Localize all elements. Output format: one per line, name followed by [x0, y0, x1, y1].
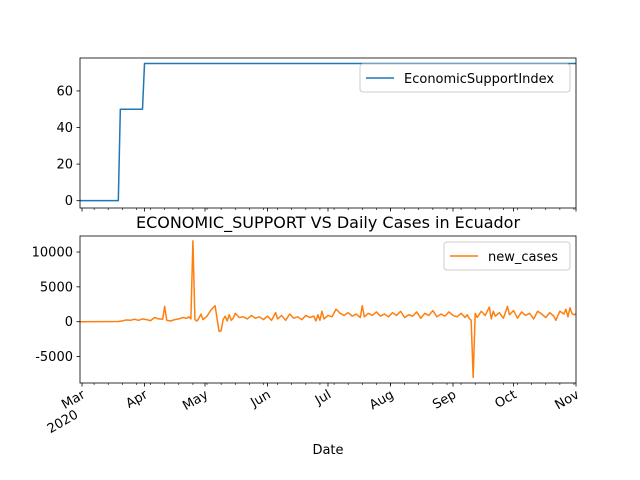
bottom-y-tick-label: 0 — [65, 315, 73, 330]
bottom-legend-label: new_cases — [488, 250, 558, 265]
top-y-tick-label: 40 — [56, 121, 73, 136]
top-y-tick-label: 0 — [65, 194, 73, 209]
bottom-y-tick-label: 5000 — [40, 280, 73, 295]
top-y-tick-label: 60 — [56, 84, 73, 99]
top-panel: 0 20 40 60 EconomicSupportIndex — [56, 57, 577, 212]
bottom-y-tick-label: 10000 — [32, 246, 73, 261]
top-legend-box — [359, 63, 571, 93]
bottom-legend: new_cases — [443, 241, 571, 271]
x-axis-label: Date — [312, 443, 343, 458]
top-series-line-0 — [80, 62, 576, 202]
bottom-y-tick-label: -5000 — [35, 350, 73, 365]
bottom-x-tick-label: Jul — [312, 387, 334, 408]
top-legend-label: EconomicSupportIndex — [404, 72, 554, 87]
bottom-series-line-0 — [79, 240, 577, 379]
bottom-chart-title: ECONOMIC_SUPPORT VS Daily Cases in Ecuad… — [136, 213, 521, 233]
top-y-tick-label: 20 — [56, 158, 73, 173]
top-legend: EconomicSupportIndex — [359, 63, 571, 93]
bottom-legend-box — [443, 241, 571, 271]
